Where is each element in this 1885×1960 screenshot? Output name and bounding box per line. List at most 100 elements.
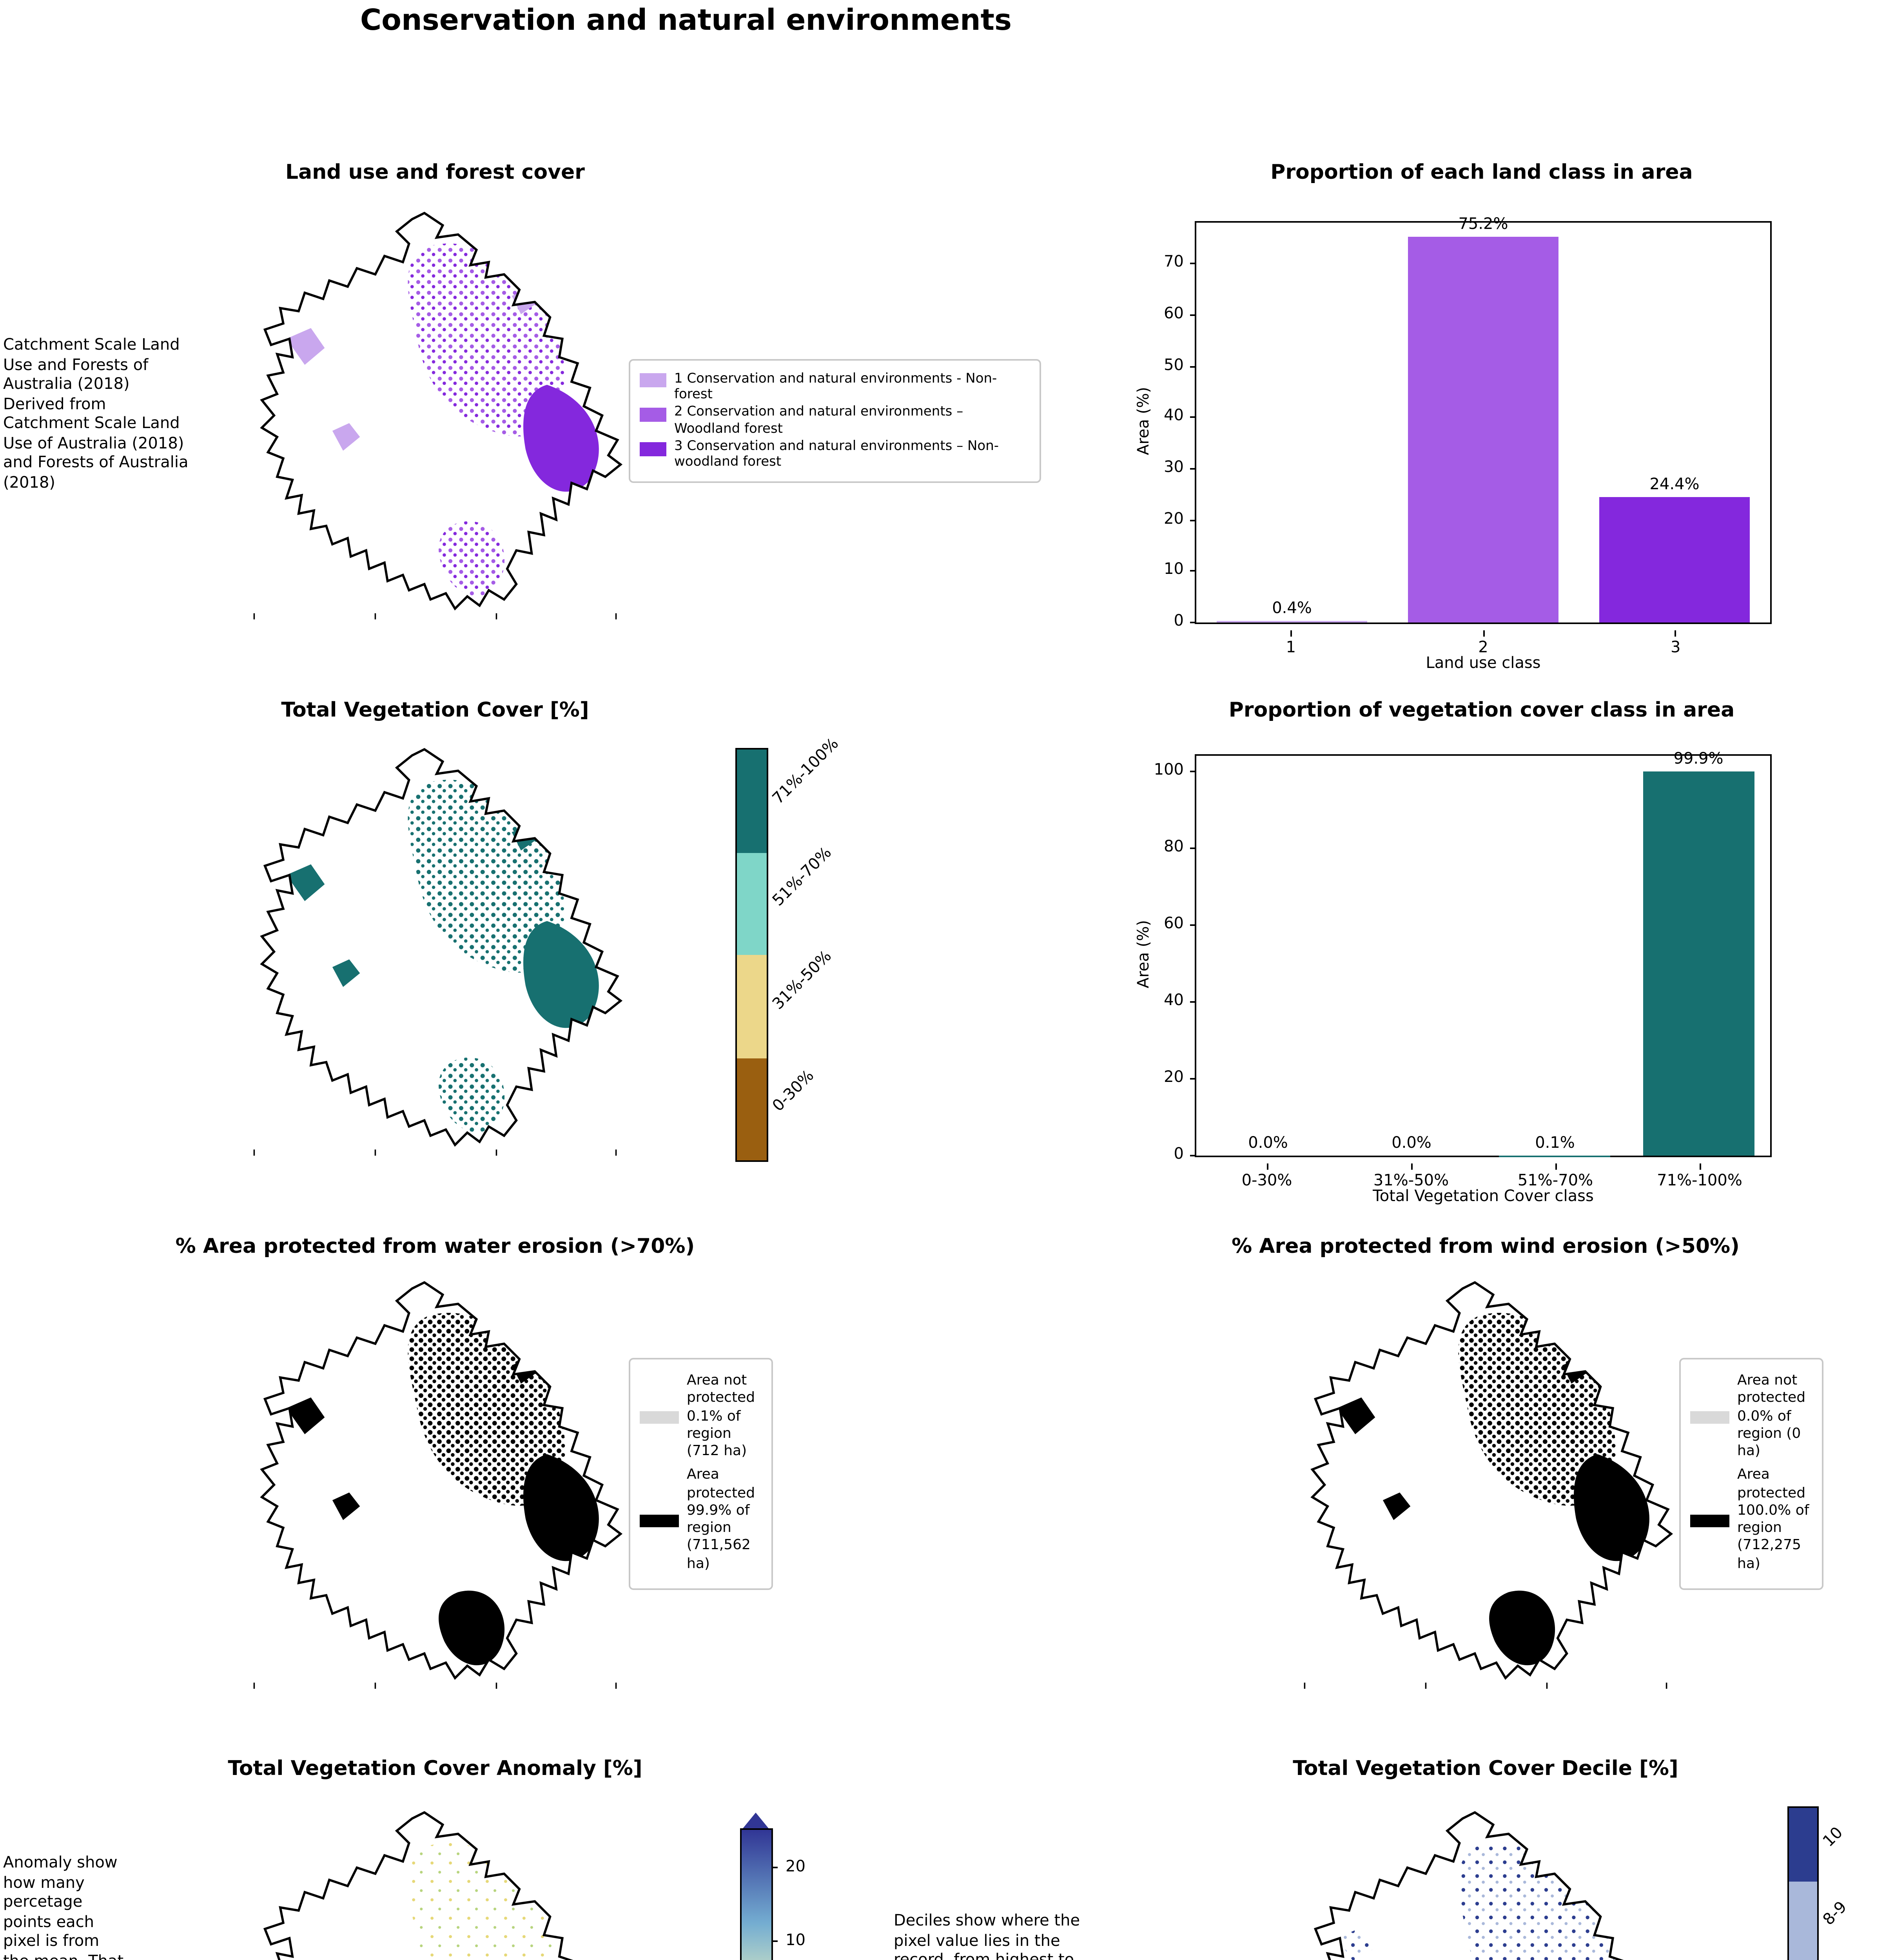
colorbar-label: 8-9 [1820,1898,1851,1929]
bar-slot: 0.1% [1483,756,1627,1156]
bar-slot: 99.9% [1627,751,1770,1156]
land-use-legend: 1 Conservation and natural environments … [629,359,1041,483]
colorbar-segment-0-30% [737,1058,767,1160]
x-axis-ticks [253,1149,617,1156]
y-tick-mark [1190,570,1196,572]
colorbar-tick-label: 10 [786,1933,806,1951]
y-tick-label: 20 [1164,1069,1184,1087]
colorbar-label: 31%-50% [770,947,836,1013]
land-use-map-title: Land use and forest cover [285,162,585,185]
anomaly-colorbar: 20100−10−20 [740,1813,806,1960]
not-protected-swatch [1690,1411,1729,1424]
colorbar-segment-71%-100% [737,750,767,852]
y-tick-label: 30 [1164,459,1184,477]
y-tick-label: 0 [1174,613,1184,630]
bar-2 [1408,237,1558,622]
y-tick-label: 20 [1164,510,1184,528]
bar-71%-100% [1642,771,1754,1156]
x-axis-ticks [1304,1682,1667,1689]
y-tick-label: 50 [1164,357,1184,374]
decile-map [1294,1803,1678,1960]
bar-value-label: 0.4% [1272,600,1312,617]
y-tick-label: 60 [1164,915,1184,933]
wind-erosion-legend: Area not protected 0.0% of region (0 ha)… [1679,1358,1823,1590]
wind-erosion-map [1304,1273,1678,1689]
bar-slot: 75.2% [1388,217,1579,622]
colorbar-tick-label: 20 [786,1858,806,1876]
legend-item: Area not protected 0.1% of region (712 h… [640,1374,762,1462]
legend-label: Area not protected 0.0% of region (0 ha) [1737,1374,1806,1460]
y-axis-label: Area (%) [1136,920,1153,988]
anomaly-caption: Anomaly show how many percetage points e… [3,1855,123,1960]
legend-label: 1 Conservation and natural environments … [674,371,997,403]
bar-value-label: 75.2% [1458,216,1508,234]
decile-title: Total Vegetation Cover Decile [%] [1293,1758,1678,1781]
x-axis-ticks [253,1682,617,1689]
y-tick-label: 70 [1164,254,1184,272]
chart-title: Proportion of each land class in area [1270,162,1693,185]
x-tick-row: 0-30% 31%-50% 51%-70% 71%-100% [1195,1163,1772,1190]
y-tick-mark [1190,770,1196,772]
protected-swatch [1690,1515,1729,1527]
y-tick-mark [1190,1155,1196,1156]
y-tick-label: 60 [1164,305,1184,323]
colorbar-label: 10 [1820,1825,1847,1852]
x-tick-label: 1 [1195,630,1387,657]
y-tick-label: 0 [1174,1146,1184,1163]
bar-value-label: 99.9% [1673,751,1724,769]
bar-value-label: 0.0% [1248,1135,1288,1152]
plot-area: 0 10 20 30 40 50 60 70 0.4% 75.2% 24.4% [1164,217,1772,630]
land-class-3-swatch [640,442,666,456]
y-tick-mark [1190,847,1196,849]
bar-value-label: 0.1% [1535,1135,1575,1152]
y-tick-label: 80 [1164,838,1184,856]
colorbar-tick-mark [771,1866,778,1868]
anomaly-raster [408,1843,566,1960]
legend-label: Area protected 100.0% of region (712,275… [1737,1468,1809,1572]
legend-item: 3 Conservation and natural environments … [640,439,1030,472]
x-axis-label: Total Vegetation Cover class [1373,1189,1594,1206]
bar-3 [1600,497,1749,622]
not-protected-swatch [640,1411,679,1424]
wind-erosion-title: % Area protected from wind erosion (>50%… [1232,1236,1740,1259]
y-tick-mark [1190,1001,1196,1003]
colorbar-label: 0-30% [770,1068,818,1116]
y-tick-mark [1190,519,1196,521]
bar-value-label: 24.4% [1649,477,1700,494]
y-tick-mark [1190,468,1196,470]
bar-value-label: 0.0% [1392,1135,1431,1152]
x-axis-ticks [253,613,617,620]
land-use-map [253,204,627,620]
veg-cover-colorbar: 71%-100% 51%-70% 31%-50% 0-30% [735,735,843,1162]
y-tick-mark [1190,924,1196,926]
plot-area: 0 20 40 60 80 100 0.0% 0.0% 0.1% 99.9% [1154,751,1772,1163]
decile-caption: Deciles show where the pixel value lies … [894,1913,1080,1960]
water-erosion-title: % Area protected from water erosion (>70… [175,1236,695,1259]
legend-label: 2 Conservation and natural environments … [674,405,963,437]
land-class-1-swatch [640,373,666,387]
y-tick-label: 10 [1164,562,1184,579]
y-tick-mark [1190,365,1196,367]
colorbar-segment-10 [1789,1808,1817,1882]
x-tick-label: 0-30% [1195,1163,1339,1190]
colorbar-label: 71%-100% [770,735,843,808]
colorbar-segment-8-9 [1789,1881,1817,1960]
bar-1 [1217,620,1367,622]
colorbar-label: 51%-70% [770,845,836,911]
y-tick-mark [1190,622,1196,623]
veg-cover-map-title: Total Vegetation Cover [%] [281,699,589,723]
colorbar-segment-51%-70% [737,852,767,955]
bar-slot: 24.4% [1579,223,1770,622]
colorbar-segment-31%-50% [737,955,767,1058]
x-tick-label: 71%-100% [1627,1163,1772,1190]
veg-class-bar-chart: Proportion of vegetation cover class in … [1105,690,1858,1223]
bar-slot: 0.0% [1196,756,1340,1156]
page-title: Conservation and natural environments [360,5,1012,38]
x-tick-label: 3 [1579,630,1772,657]
land-class-2-swatch [640,407,666,422]
legend-label: Area not protected 0.1% of region (712 h… [687,1374,755,1460]
x-tick-label: 31%-50% [1339,1163,1483,1190]
y-tick-mark [1190,314,1196,316]
